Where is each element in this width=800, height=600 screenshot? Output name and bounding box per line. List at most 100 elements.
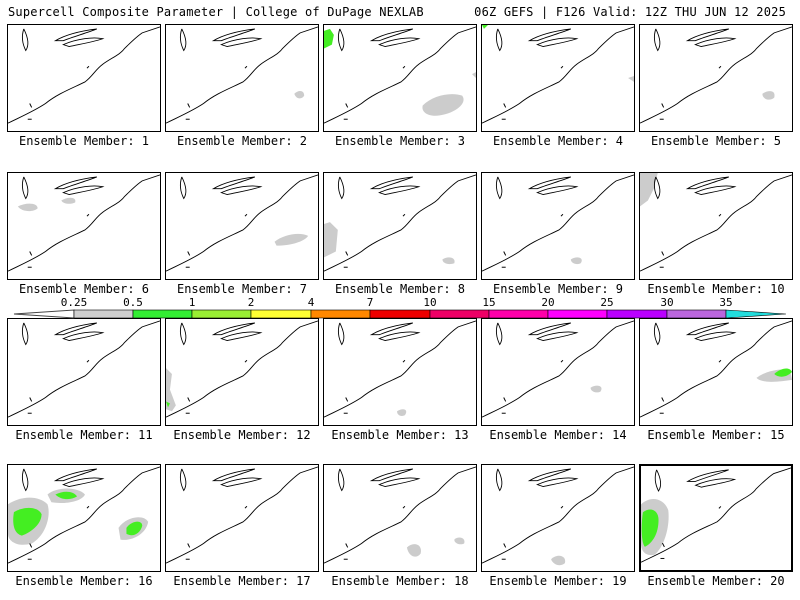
coastline — [640, 26, 792, 124]
scp-low-contour — [640, 173, 658, 207]
member-label-2: Ensemble Member: 2 — [176, 134, 308, 148]
island-mark — [86, 359, 90, 363]
island-mark — [718, 506, 722, 509]
colorbar-segment — [666, 309, 727, 319]
island-mark — [661, 103, 665, 108]
colorbar-segment — [310, 309, 371, 319]
bay-outline — [496, 468, 503, 492]
bay-outline — [180, 322, 187, 346]
island-mark — [402, 359, 406, 363]
island-mark — [187, 103, 191, 108]
island-mark — [718, 65, 722, 69]
scp-low-contour — [570, 257, 582, 265]
island-mark — [503, 397, 507, 402]
lake-outline — [211, 176, 263, 196]
lake-outline — [527, 176, 579, 196]
colorbar-tick-label: 20 — [541, 296, 555, 309]
coastline — [482, 320, 634, 418]
member-map-7 — [165, 172, 319, 280]
coastline — [324, 466, 476, 564]
member-label-3: Ensemble Member: 3 — [334, 134, 466, 148]
colorbar-segment — [191, 309, 252, 319]
scp-low-contour — [628, 76, 634, 82]
island-mark — [503, 543, 507, 548]
bay-outline — [338, 28, 345, 52]
member-map-10 — [639, 172, 793, 280]
scp-low-contour — [61, 197, 76, 204]
island-mark — [29, 103, 33, 108]
map-title: Supercell Composite Parameter | College … — [8, 5, 424, 19]
member-label-1: Ensemble Member: 1 — [18, 134, 150, 148]
scp-low-contour — [324, 222, 338, 258]
lake-outline — [369, 468, 421, 488]
island-mark — [560, 65, 564, 69]
member-label-19: Ensemble Member: 19 — [489, 574, 627, 588]
lake-outline — [685, 28, 737, 48]
island-mark — [345, 543, 349, 548]
lake-outline — [369, 28, 421, 48]
coastline — [166, 466, 318, 564]
member-map-5 — [639, 24, 793, 132]
island-mark — [402, 65, 406, 69]
island-mark — [345, 397, 349, 402]
member-label-10: Ensemble Member: 10 — [647, 282, 785, 296]
island-mark — [244, 65, 248, 69]
lake-outline — [211, 322, 263, 342]
member-label-18: Ensemble Member: 18 — [331, 574, 469, 588]
colorbar-segment — [73, 309, 134, 319]
bay-outline — [180, 468, 187, 492]
member-map-4 — [481, 24, 635, 132]
colorbar-segment — [488, 309, 549, 319]
coastline — [482, 174, 634, 272]
colorbar-tick-label: 30 — [660, 296, 674, 309]
member-map-17 — [165, 464, 319, 572]
lake-outline — [211, 468, 263, 488]
island-mark — [402, 505, 406, 509]
colorbar-tick-label: 10 — [423, 296, 437, 309]
member-map-2 — [165, 24, 319, 132]
lake-outline — [686, 469, 737, 488]
member-label-20: Ensemble Member: 20 — [647, 574, 785, 588]
member-label-15: Ensemble Member: 15 — [647, 428, 785, 442]
coastline — [166, 174, 318, 272]
island-mark — [29, 543, 33, 548]
colorbar-tick-label: 25 — [600, 296, 614, 309]
lake-outline — [527, 468, 579, 488]
bay-outline — [22, 468, 29, 492]
bay-outline — [338, 322, 345, 346]
scp-low-contour — [442, 257, 455, 265]
island-mark — [503, 103, 507, 108]
scp-green-contour — [55, 491, 78, 500]
scp-low-contour — [294, 90, 305, 99]
member-label-7: Ensemble Member: 7 — [176, 282, 308, 296]
scp-low-contour — [422, 94, 464, 116]
bay-outline — [654, 322, 661, 346]
scp-green-contour — [166, 401, 170, 408]
scp-low-contour — [274, 233, 309, 246]
member-label-16: Ensemble Member: 16 — [15, 574, 153, 588]
coastline — [324, 320, 476, 418]
island-mark — [560, 213, 564, 217]
island-mark — [661, 251, 665, 256]
member-map-14 — [481, 318, 635, 426]
island-mark — [187, 251, 191, 256]
member-map-3 — [323, 24, 477, 132]
island-mark — [29, 397, 33, 402]
lake-outline — [527, 322, 579, 342]
coastline — [324, 26, 476, 124]
member-label-4: Ensemble Member: 4 — [492, 134, 624, 148]
colorbar-tick-label: 2 — [247, 296, 255, 309]
coastline — [482, 26, 634, 124]
member-map-19 — [481, 464, 635, 572]
scp-low-contour — [406, 544, 421, 557]
island-mark — [86, 505, 90, 509]
scp-green-contour — [774, 368, 792, 377]
bay-outline — [338, 468, 345, 492]
member-label-9: Ensemble Member: 9 — [492, 282, 624, 296]
colorbar-tick-label: 4 — [307, 296, 315, 309]
island-mark — [718, 359, 722, 363]
scp-low-contour — [397, 409, 407, 416]
scp-low-contour — [166, 368, 176, 412]
island-mark — [560, 359, 564, 363]
coastline — [641, 467, 791, 563]
